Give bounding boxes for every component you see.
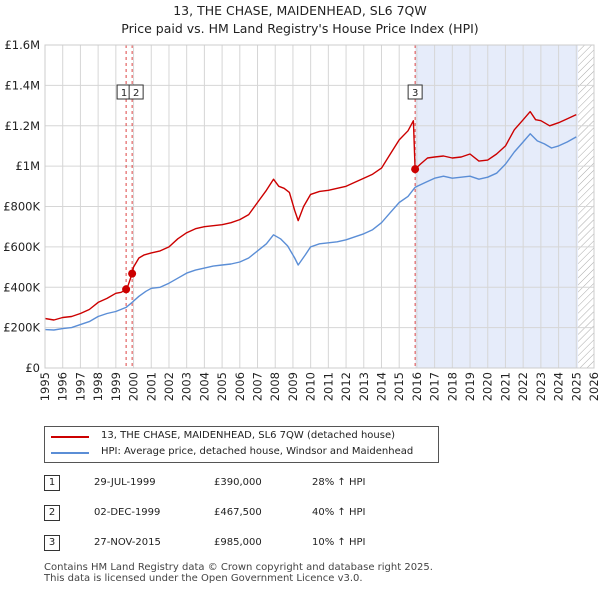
x-tick-label: 2000 (127, 372, 141, 401)
x-tick-label: 2019 (463, 372, 477, 401)
y-tick-label: £800K (3, 200, 40, 214)
x-tick-label: 2026 (587, 372, 600, 401)
x-tick-label: 2024 (552, 372, 566, 401)
x-tick-label: 2003 (180, 372, 194, 401)
sale-label-box (128, 84, 144, 100)
chart-legend: 13, THE CHASE, MAIDENHEAD, SL6 7QW (deta… (44, 426, 439, 463)
sale-label: 2 (133, 88, 139, 99)
sale-badge: 2 (44, 505, 60, 521)
x-tick-label: 1995 (38, 372, 52, 401)
x-tick-label: 2025 (569, 372, 583, 401)
sale-date: 29-JUL-1999 (94, 477, 156, 488)
footer-line-1: Contains HM Land Registry data © Crown c… (44, 562, 433, 573)
y-tick-label: £600K (3, 240, 40, 254)
x-tick-label: 2014 (374, 372, 388, 401)
x-tick-label: 2004 (197, 372, 211, 401)
x-tick-label: 2007 (251, 372, 265, 401)
sale-price: £467,500 (214, 507, 262, 518)
x-tick-label: 2022 (516, 372, 530, 401)
x-tick-label: 2005 (215, 372, 229, 401)
sale-hpi-change: 28% ↑ HPI (312, 477, 366, 488)
y-tick-label: £400K (3, 280, 40, 294)
x-tick-label: 2006 (233, 372, 247, 401)
x-tick-label: 2018 (445, 372, 459, 401)
y-tick-label: £1.2M (4, 119, 40, 133)
plot-frame (44, 44, 595, 369)
footer-line-2: This data is licensed under the Open Gov… (44, 573, 363, 584)
y-tick-label: £1.4M (4, 78, 40, 92)
sale-point (411, 165, 420, 174)
sale-badge: 1 (44, 475, 60, 491)
x-tick-label: 1997 (73, 372, 87, 401)
x-tick-label: 2008 (268, 372, 282, 401)
sale-price: £390,000 (214, 477, 262, 488)
hpi-line (45, 133, 577, 331)
x-tick-label: 2017 (428, 372, 442, 401)
sale-label: 3 (412, 88, 418, 99)
legend-label-property: 13, THE CHASE, MAIDENHEAD, SL6 7QW (deta… (101, 430, 396, 441)
sale-row: 1 29-JUL-1999 £390,000 28% ↑ HPI (44, 475, 464, 493)
sale-point (122, 285, 131, 294)
x-tick-label: 2016 (410, 372, 424, 401)
x-tick-label: 2012 (339, 372, 353, 401)
x-tick-label: 2023 (534, 372, 548, 401)
x-tick-label: 2020 (481, 372, 495, 401)
x-tick-label: 1998 (91, 372, 105, 401)
sale-date: 02-DEC-1999 (94, 507, 161, 518)
legend-label-hpi: HPI: Average price, detached house, Wind… (101, 446, 414, 457)
sale-label-box (407, 84, 423, 100)
x-tick-label: 2009 (286, 372, 300, 401)
x-tick-label: 2011 (321, 372, 335, 401)
sale-label: 1 (121, 88, 127, 99)
x-tick-label: 2013 (357, 372, 371, 401)
x-tick-label: 2001 (144, 372, 158, 401)
x-tick-label: 2010 (304, 372, 318, 401)
footer-attribution: Contains HM Land Registry data © Crown c… (44, 562, 433, 584)
y-tick-label: £1M (15, 159, 40, 173)
x-tick-label: 1996 (56, 372, 70, 401)
chart-subtitle: Price paid vs. HM Land Registry's House … (121, 21, 479, 36)
sale-price: £985,000 (214, 537, 262, 548)
y-tick-label: £1.6M (4, 38, 40, 52)
x-tick-label: 2021 (498, 372, 512, 401)
sale-hpi-change: 40% ↑ HPI (312, 507, 366, 518)
x-tick-label: 1999 (109, 372, 123, 401)
sale-badge: 3 (44, 535, 60, 551)
sale-row: 2 02-DEC-1999 £467,500 40% ↑ HPI (44, 505, 464, 523)
x-tick-label: 2015 (392, 372, 406, 401)
chart-title: 13, THE CHASE, MAIDENHEAD, SL6 7QW (173, 3, 427, 18)
x-tick-label: 2002 (162, 372, 176, 401)
y-tick-label: £200K (3, 321, 40, 335)
legend-swatch-hpi (51, 452, 89, 454)
sale-row: 3 27-NOV-2015 £985,000 10% ↑ HPI (44, 535, 464, 553)
legend-swatch-property (51, 436, 89, 438)
property-price-line (45, 110, 577, 321)
sale-date: 27-NOV-2015 (94, 537, 161, 548)
y-tick-label: £0 (25, 361, 40, 375)
sale-hpi-change: 10% ↑ HPI (312, 537, 366, 548)
sale-point (128, 269, 137, 278)
